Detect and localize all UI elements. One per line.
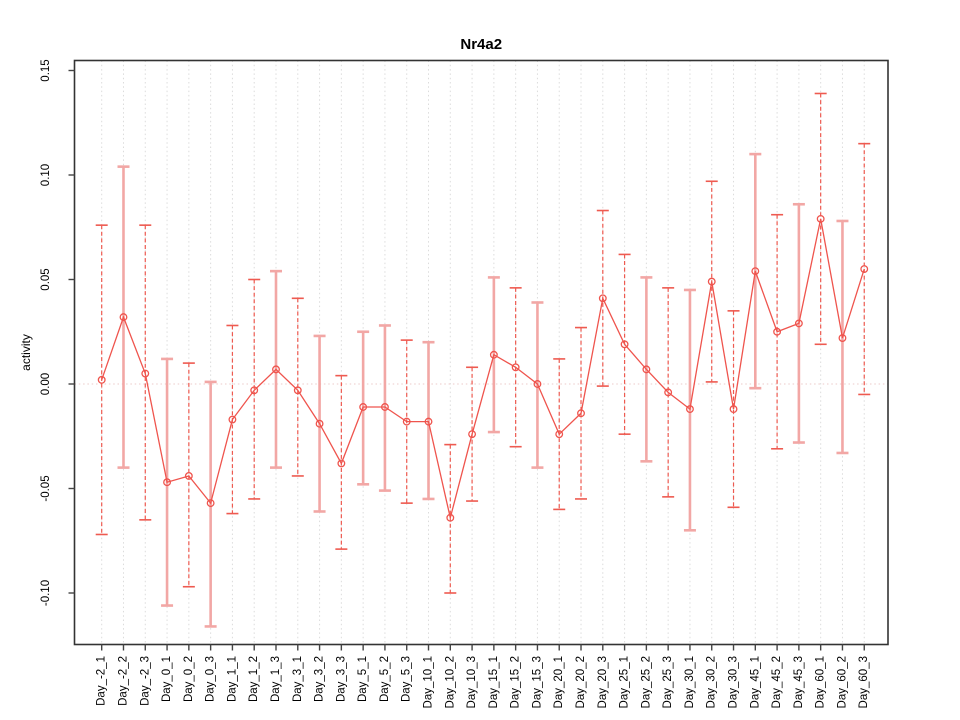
y-tick-label: -0.05 (40, 475, 52, 501)
data-point (751, 267, 760, 276)
data-point (533, 380, 542, 388)
x-tick-label: Day_-2_2 (117, 656, 129, 706)
data-point (860, 265, 869, 273)
x-tick-label: Day_1_1 (226, 656, 238, 702)
x-tick-label: Day_45_1 (749, 656, 761, 708)
data-point (272, 365, 280, 374)
x-tick-label: Day_3_2 (314, 656, 326, 702)
x-tick-label: Day_15_3 (531, 656, 543, 708)
x-tick-label: Day_25_1 (619, 656, 631, 708)
data-point (794, 319, 803, 328)
x-tick-label: Day_0_3 (205, 656, 217, 702)
x-tick-label: Day_60_3 (858, 656, 870, 708)
data-point (380, 403, 389, 411)
data-point (315, 419, 324, 428)
data-point (838, 334, 847, 342)
x-tick-label: Day_20_3 (597, 656, 609, 708)
data-point (816, 214, 825, 223)
data-point (163, 478, 172, 487)
data-point (577, 409, 585, 418)
x-tick-label: Day_20_2 (575, 656, 587, 708)
data-point (97, 375, 106, 384)
data-point (293, 386, 302, 395)
y-tick-label: 0.15 (40, 59, 52, 81)
x-tick-label: Day_25_2 (640, 656, 652, 708)
series-line (101, 218, 865, 518)
data-point (664, 388, 673, 397)
x-tick-label: Day_20_1 (553, 656, 565, 708)
x-tick-label: Day_30_3 (728, 656, 740, 708)
x-tick-label: Day_0_1 (161, 656, 173, 702)
data-point (141, 369, 150, 378)
data-point (468, 430, 477, 439)
y-axis-label: activity (19, 334, 33, 371)
data-point (359, 403, 368, 411)
data-point (511, 363, 520, 372)
x-tick-label: Day_1_2 (248, 656, 260, 702)
data-point (489, 350, 498, 359)
x-tick-label: Day_3_1 (292, 656, 304, 702)
data-point (337, 459, 346, 468)
data-point (250, 386, 259, 395)
data-point (206, 499, 215, 508)
x-tick-label: Day_-2_3 (139, 656, 151, 706)
y-tick-label: -0.10 (40, 580, 52, 606)
x-tick-label: Day_3_3 (335, 656, 347, 702)
data-point (598, 294, 607, 303)
plot-box (73, 59, 889, 646)
x-tick-label: Day_5_3 (401, 656, 413, 702)
x-tick-label: Day_25_3 (662, 656, 674, 708)
y-axis: 0.15 0.10 0.05 0.00 -0.05 -0.10 (40, 59, 75, 606)
x-tick-label: Day_5_1 (357, 656, 369, 702)
data-point (119, 313, 128, 322)
y-tick-label: 0.05 (40, 268, 52, 290)
x-tick-label: Day_10_3 (466, 656, 478, 708)
data-point (402, 417, 411, 426)
data-point (707, 277, 716, 286)
x-tick-label: Day_10_1 (423, 656, 435, 708)
x-tick-label: Day_45_3 (793, 656, 805, 708)
data-point (620, 340, 629, 349)
y-tick-label: 0.10 (40, 164, 52, 186)
x-tick-label: Day_-2_1 (96, 656, 108, 706)
chart-title: Nr4a2 (460, 36, 502, 53)
data-point (446, 513, 455, 522)
data-point (184, 472, 193, 480)
x-tick-label: Day_5_2 (379, 656, 391, 702)
x-tick-label: Day_60_2 (836, 656, 848, 708)
x-tick-label: Day_45_2 (771, 656, 783, 708)
data-point (424, 417, 433, 426)
data-points (97, 214, 869, 522)
x-tick-label: Day_30_1 (684, 656, 696, 708)
data-point (685, 405, 694, 414)
x-tick-label: Day_15_1 (488, 656, 500, 708)
x-tick-label: Day_10_2 (444, 656, 456, 708)
data-point (555, 430, 564, 439)
x-tick-label: Day_15_2 (510, 656, 522, 708)
x-tick-label: Day_30_2 (706, 656, 718, 708)
x-tick-label: Day_1_3 (270, 656, 282, 702)
x-tick-label: Day_0_2 (183, 656, 195, 702)
x-axis: Day_-2_1 Day_-2_2 Day_-2_3 Day_0_1 Day_0_2 Da… (96, 644, 870, 708)
data-point (773, 327, 782, 336)
x-tick-label: Day_60_1 (815, 656, 827, 708)
data-point (729, 405, 738, 414)
data-point (642, 365, 651, 374)
data-point (228, 415, 237, 424)
y-tick-label: 0.00 (40, 373, 52, 395)
